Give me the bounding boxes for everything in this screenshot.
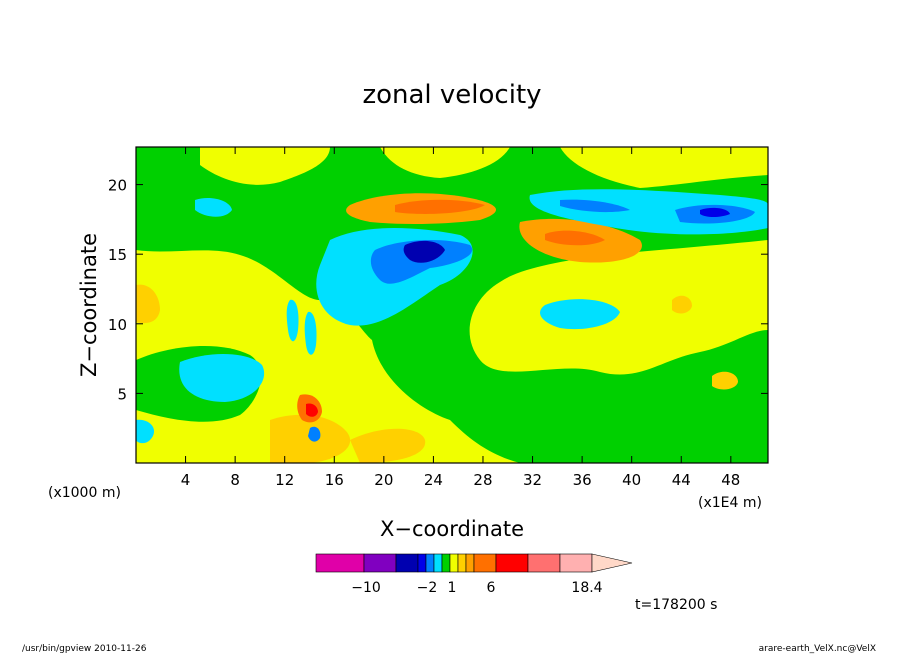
colorbar-segment-2 [395,553,419,573]
colorbar-segment-0 [315,553,365,573]
region-orange-right-core [545,230,605,246]
time-label: t=178200 s [635,597,717,613]
region-orange-core [395,199,485,214]
x-axis: 4 8 12 16 20 24 28 32 36 40 44 48 [181,147,740,489]
x-tick-label-11: 48 [721,471,740,489]
colorbar-segment-12 [527,553,561,573]
heatmap-field [136,147,768,463]
region-orange-mid [350,428,426,463]
region-orange-right-small2 [712,371,738,390]
colorbar-extend-arrow [591,553,633,573]
x-tick-label-1: 8 [230,471,240,489]
region-yellow-top-mid [380,147,510,178]
x-axis-label: X−coordinate [380,517,524,541]
region-cyan-bottom-left [136,419,155,444]
region-cyan-vert-1 [286,299,299,342]
x-tick-label-4: 20 [374,471,393,489]
colorbar-segment-7 [449,553,459,573]
cbar-tick-2: 1 [448,580,457,596]
x-tick-label-6: 28 [473,471,492,489]
region-orange-left [136,284,160,324]
cbar-tick-3: 6 [487,580,496,596]
colorbar-segment-13 [559,553,593,573]
region-yellow-top [200,147,330,185]
region-orange-right-small [672,295,692,314]
region-darkblue-upper-right [700,207,730,217]
cbar-tick-4: 18.4 [571,580,602,596]
region-red-bottom [306,403,318,417]
colorbar-segment-4 [425,553,435,573]
region-cyan-right [540,299,620,330]
x-tick-label-8: 36 [573,471,592,489]
colorbar [315,553,633,573]
region-darkblue-center [403,240,445,263]
cbar-tick-0: −10 [351,580,381,596]
x-tick-label-10: 44 [672,471,691,489]
colorbar-segment-9 [465,553,475,573]
footer-right: arare-earth_VelX.nc@VelX [759,644,876,654]
plot-frame [135,146,769,464]
region-yellow-right [469,240,768,375]
colorbar-segment-8 [457,553,467,573]
y-tick-label-2: 15 [108,246,127,264]
colorbar-tick-labels: −10 −2 1 6 18.4 [351,580,602,596]
region-yellow-top-right [560,147,768,188]
colorbar-segment-11 [495,553,529,573]
region-green-bottom-right [520,372,768,463]
x-tick-label-5: 24 [424,471,443,489]
y-axis-label: Z−coordinate [77,233,101,377]
colorbar-segment-10 [473,553,497,573]
x-tick-label-7: 32 [523,471,542,489]
chart-title: zonal velocity [362,80,541,110]
region-blue-bottom [308,426,321,442]
x-tick-label-2: 12 [275,471,294,489]
cbar-tick-1: −2 [417,580,438,596]
x-unit-label: (x1E4 m) [698,495,762,511]
footer-left: /usr/bin/gpview 2010-11-26 [22,644,147,654]
colorbar-segment-3 [417,553,427,573]
y-tick-label-1: 10 [108,316,127,334]
colorbar-segment-6 [441,553,451,573]
y-axis: 5 10 15 20 [108,177,768,403]
region-cyan-vert-2 [304,311,317,355]
x-tick-label-0: 4 [181,471,191,489]
y-unit-label: (x1000 m) [48,485,121,501]
x-tick-label-9: 40 [622,471,641,489]
x-tick-label-3: 16 [325,471,344,489]
y-tick-label-0: 5 [117,385,127,403]
y-tick-label-3: 20 [108,177,127,195]
colorbar-segment-5 [433,553,443,573]
region-cyan-left [195,198,232,217]
region-cyan-lower-left [179,354,265,402]
region-blue-upper-right [560,199,630,213]
colorbar-segment-1 [363,553,397,573]
